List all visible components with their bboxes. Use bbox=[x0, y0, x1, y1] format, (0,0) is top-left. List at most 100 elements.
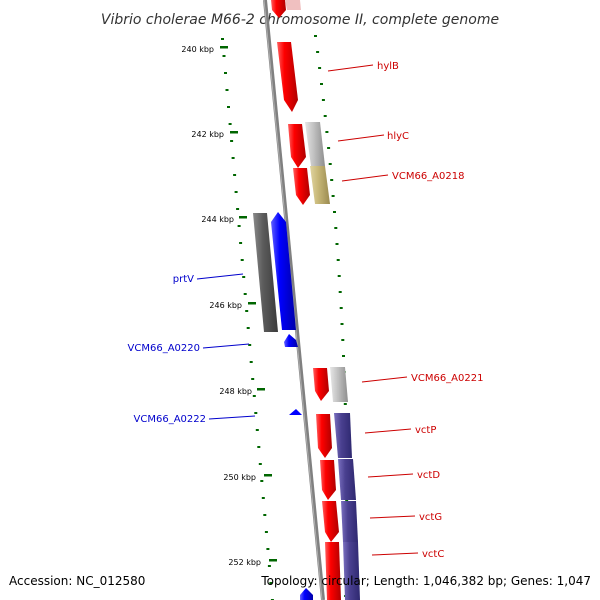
ruler-dot bbox=[254, 412, 258, 414]
gc-skew-dot bbox=[334, 227, 338, 229]
cds-vctP[interactable] bbox=[316, 414, 332, 458]
cog-VCM66_A0218[interactable] bbox=[310, 166, 330, 204]
gc-skew-dot bbox=[336, 259, 340, 261]
ruler-dot bbox=[245, 310, 249, 312]
cog-vctG[interactable] bbox=[341, 501, 358, 542]
ruler-dot bbox=[239, 242, 243, 244]
major-tick-246 bbox=[248, 302, 256, 305]
ruler-dot bbox=[267, 565, 271, 567]
ruler-dot bbox=[234, 191, 238, 193]
gc-skew-dot bbox=[325, 131, 329, 133]
tick-label: 250 kbp bbox=[223, 473, 256, 482]
ruler-dot bbox=[233, 174, 237, 176]
cds-bottom-partial[interactable] bbox=[300, 588, 313, 600]
gc-skew-dot bbox=[314, 35, 317, 37]
ruler-dot bbox=[243, 293, 247, 295]
gene-label-hylB[interactable]: hylB bbox=[377, 61, 399, 72]
ruler-dot bbox=[222, 55, 226, 57]
ruler-dot bbox=[257, 446, 261, 448]
ruler-dot bbox=[237, 225, 241, 227]
gene-label-hlyC[interactable]: hlyC bbox=[387, 131, 409, 142]
cds-hlyC[interactable] bbox=[288, 124, 306, 168]
tick-label: 246 kbp bbox=[209, 301, 242, 310]
cog-vctC[interactable] bbox=[343, 542, 360, 600]
ruler-dot bbox=[224, 72, 227, 74]
gc-skew-dot bbox=[341, 339, 345, 341]
cds-VCM66_A0221[interactable] bbox=[313, 368, 329, 401]
gene-label-VCM66_A0222[interactable]: VCM66_A0222 bbox=[134, 414, 206, 425]
gene-label-vctG[interactable]: vctG bbox=[419, 512, 442, 523]
tick-label: 242 kbp bbox=[191, 130, 224, 139]
cog-top-partial bbox=[285, 0, 301, 10]
gene-label-VCM66_A0220[interactable]: VCM66_A0220 bbox=[128, 343, 200, 354]
gene-label-vctD[interactable]: vctD bbox=[417, 470, 440, 481]
genome-summary-text: Topology: circular; Length: 1,046,382 bp… bbox=[261, 574, 591, 588]
gc-skew-dot bbox=[335, 243, 339, 245]
gene-label-prtV[interactable]: prtV bbox=[173, 274, 194, 285]
gc-skew-dot bbox=[337, 275, 341, 277]
ruler-labels: 240 kbp 242 kbp 244 kbp 246 kbp 248 kbp … bbox=[181, 45, 261, 567]
tick-label: 244 kbp bbox=[201, 215, 234, 224]
ruler-dot bbox=[230, 140, 234, 142]
ruler-major-ticks bbox=[220, 46, 277, 562]
gc-skew-dot bbox=[328, 163, 332, 165]
ruler-dot bbox=[227, 106, 230, 108]
forward-cds-track bbox=[271, 0, 341, 600]
cds-top-partial[interactable] bbox=[271, 0, 286, 18]
ruler-dot bbox=[225, 89, 229, 91]
ruler-dot bbox=[249, 361, 253, 363]
major-tick-244 bbox=[239, 216, 247, 219]
cds-vctC[interactable] bbox=[325, 542, 341, 600]
backbone-line bbox=[263, 0, 325, 600]
cog-vctD[interactable] bbox=[338, 459, 356, 500]
ruler-dot bbox=[231, 157, 235, 159]
ruler-dot bbox=[228, 123, 232, 125]
gc-skew-dot bbox=[316, 51, 320, 53]
gene-label-VCM66_A0221[interactable]: VCM66_A0221 bbox=[411, 373, 483, 384]
reverse-gene-labels bbox=[196, 273, 256, 420]
cog-vctP[interactable] bbox=[334, 413, 352, 458]
ruler-dot bbox=[263, 514, 267, 516]
gc-skew-dot bbox=[340, 323, 344, 325]
cog-VCM66_A0221[interactable] bbox=[330, 367, 348, 402]
gc-skew-dot bbox=[333, 211, 336, 213]
tick-label: 252 kbp bbox=[228, 558, 261, 567]
ruler-dot bbox=[255, 429, 259, 431]
tick-label: 248 kbp bbox=[219, 387, 252, 396]
ruler-dot bbox=[252, 395, 256, 397]
ruler-dot bbox=[260, 480, 264, 482]
major-tick-252 bbox=[269, 559, 277, 562]
ruler-dot bbox=[246, 327, 250, 329]
ruler-dot bbox=[221, 38, 224, 40]
gene-label-vctC[interactable]: vctC bbox=[422, 549, 444, 560]
major-tick-242 bbox=[230, 131, 238, 134]
gc-skew-dot bbox=[330, 179, 334, 181]
gc-skew-dot bbox=[323, 115, 327, 117]
cds-VCM66_A0222[interactable] bbox=[289, 409, 302, 415]
cds-hylB[interactable] bbox=[277, 42, 298, 112]
ruler-dot bbox=[258, 463, 262, 465]
cds-vctG[interactable] bbox=[322, 501, 339, 542]
ruler-dot bbox=[251, 378, 255, 380]
gc-skew-dot bbox=[343, 403, 347, 405]
major-tick-250 bbox=[264, 474, 272, 477]
tick-label: 240 kbp bbox=[181, 45, 214, 54]
ruler-dot bbox=[261, 497, 265, 499]
cog-hlyC[interactable] bbox=[305, 122, 325, 166]
major-tick-248 bbox=[257, 388, 265, 391]
ruler-dot bbox=[242, 276, 246, 278]
cds-VCM66_A0220[interactable] bbox=[284, 334, 298, 347]
cds-VCM66_A0218[interactable] bbox=[293, 168, 310, 205]
cds-vctD[interactable] bbox=[320, 460, 336, 500]
gene-label-VCM66_A0218[interactable]: VCM66_A0218 bbox=[392, 171, 464, 182]
forward-cog-track bbox=[285, 0, 360, 600]
ruler-dot bbox=[240, 259, 244, 261]
cog-prtV[interactable] bbox=[253, 213, 278, 332]
ruler-dot bbox=[236, 208, 240, 210]
forward-gene-labels bbox=[327, 64, 419, 556]
gene-label-vctP[interactable]: vctP bbox=[415, 425, 436, 436]
ruler-dot bbox=[264, 531, 268, 533]
cds-prtV[interactable] bbox=[271, 212, 296, 330]
ruler-dot bbox=[266, 548, 270, 550]
